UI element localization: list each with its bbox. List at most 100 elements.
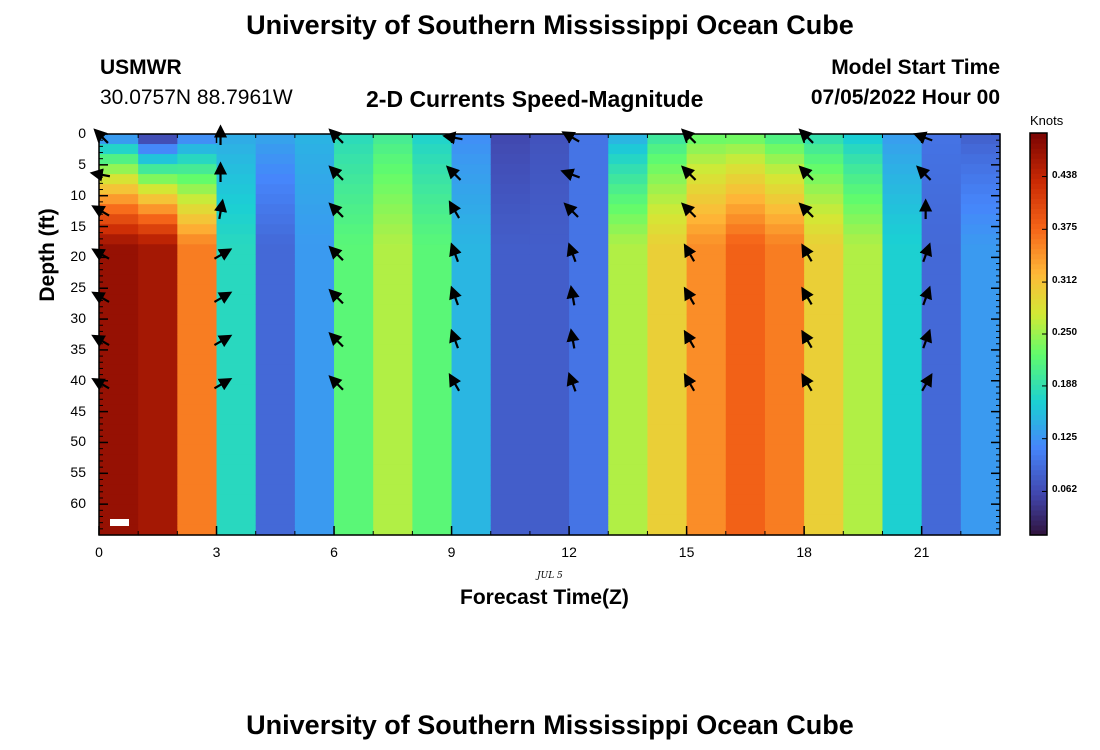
heatmap-cell — [334, 444, 374, 456]
heatmap-cell — [686, 494, 727, 506]
heatmap-cell — [882, 254, 923, 265]
heatmap-cell — [764, 184, 805, 195]
heatmap-cell — [882, 164, 923, 175]
heatmap-cell — [490, 454, 531, 466]
heatmap-cell — [882, 194, 923, 205]
heatmap-cell — [529, 214, 570, 225]
heatmap-cell — [255, 144, 296, 155]
colorbar-segment — [1030, 263, 1047, 270]
heatmap-cell — [177, 514, 218, 526]
colorbar-segment — [1030, 449, 1047, 456]
heatmap-cell — [686, 144, 727, 155]
colorbar-segment — [1030, 414, 1047, 421]
heatmap-cell — [921, 174, 962, 185]
heatmap-cell — [138, 354, 178, 366]
heatmap-cell — [294, 424, 335, 436]
heatmap-cell — [451, 494, 492, 506]
heatmap-cell — [412, 424, 453, 436]
heatmap-cell — [216, 284, 257, 295]
heatmap-cell — [843, 274, 884, 285]
heatmap-cell — [725, 184, 766, 195]
heatmap-cell — [608, 384, 649, 396]
heatmap-cell — [764, 504, 805, 516]
heatmap-cell — [686, 404, 727, 416]
heatmap-cell — [412, 464, 453, 476]
colorbar-segment — [1030, 419, 1047, 426]
heatmap-cell — [529, 444, 570, 456]
heatmap-cell — [373, 524, 413, 536]
heatmap-cell — [177, 344, 218, 356]
heatmap-cell — [764, 254, 805, 265]
heatmap-cell — [569, 324, 609, 336]
heatmap-cell — [255, 504, 296, 516]
colorbar-tick-label: 0.188 — [1052, 378, 1078, 390]
heatmap-cell — [177, 174, 218, 185]
heatmap-cell — [451, 354, 492, 366]
heatmap-cell — [804, 454, 844, 466]
heatmap-cell — [608, 494, 649, 506]
y-tick-label: 55 — [70, 464, 86, 481]
heatmap-cell — [804, 414, 844, 426]
heatmap-cell — [686, 364, 727, 376]
heatmap-cell — [138, 224, 178, 235]
heatmap-cell — [921, 494, 962, 506]
colorbar-segment — [1030, 213, 1047, 220]
heatmap-cell — [138, 204, 178, 215]
heatmap-cell — [255, 354, 296, 366]
heatmap-cell — [569, 154, 609, 165]
heatmap-cell — [177, 234, 218, 245]
heatmap-cell — [569, 374, 609, 386]
heatmap-cell — [177, 134, 218, 145]
heatmap-cell — [490, 424, 531, 436]
heatmap-cell — [804, 274, 844, 285]
heatmap-cell — [412, 404, 453, 416]
heatmap-cell — [608, 514, 649, 526]
heatmap-cell — [921, 454, 962, 466]
current-vector-arrow — [328, 375, 344, 391]
colorbar-segment — [1030, 484, 1047, 491]
heatmap-cell — [99, 344, 139, 356]
heatmap-cell — [451, 194, 492, 205]
heatmap-cell — [608, 504, 649, 516]
heatmap-cell — [882, 184, 923, 195]
heatmap-cell — [99, 234, 139, 245]
colorbar-segment — [1030, 248, 1047, 255]
heatmap-cell — [216, 194, 257, 205]
heatmap-cell — [255, 184, 296, 195]
heatmap-cell — [216, 174, 257, 185]
heatmap-cell — [843, 404, 884, 416]
heatmap-cell — [843, 294, 884, 306]
current-vector-arrow — [801, 372, 814, 392]
heatmap-cell — [255, 434, 296, 446]
heatmap-cell — [882, 374, 923, 386]
heatmap-cell — [569, 434, 609, 446]
heatmap-cell — [686, 294, 727, 306]
heatmap-cell — [99, 434, 139, 446]
heatmap-cell — [569, 414, 609, 426]
heatmap-cell — [177, 314, 218, 326]
heatmap-cell — [529, 264, 570, 275]
heatmap-cell — [764, 514, 805, 526]
colorbar-segment — [1030, 198, 1047, 204]
heatmap-cell — [294, 164, 335, 175]
heatmap-cell — [764, 384, 805, 396]
heatmap-cell — [451, 374, 492, 386]
heatmap-cell — [99, 134, 139, 145]
heatmap-cell — [569, 284, 609, 295]
heatmap-cell — [216, 214, 257, 225]
colorbar-tick-label: 0.125 — [1052, 431, 1078, 443]
x-tick-label: 9 — [447, 544, 456, 560]
heatmap-cell — [99, 354, 139, 366]
heatmap-cell — [490, 474, 531, 486]
heatmap-cell — [451, 304, 492, 316]
heatmap-cell — [569, 484, 609, 496]
heatmap-cell — [216, 244, 257, 255]
colorbar-segment — [1030, 283, 1047, 290]
heatmap-cell — [294, 404, 335, 416]
heatmap-cell — [216, 444, 257, 456]
heatmap-cell — [608, 314, 649, 326]
heatmap-cell — [138, 334, 178, 346]
heatmap-cell — [177, 484, 218, 496]
heatmap-cell — [882, 344, 923, 356]
heatmap-cell — [138, 194, 178, 205]
